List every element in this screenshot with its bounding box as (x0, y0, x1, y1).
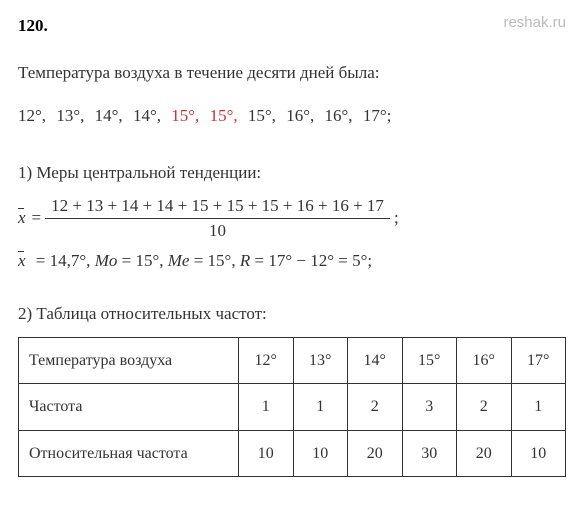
frequency-table: Температура воздуха12°13°14°15°16°17°Час… (18, 337, 566, 477)
table-cell: 13° (293, 338, 348, 384)
row-label: Относительная частота (19, 430, 239, 476)
data-value: 17°; (363, 106, 392, 125)
table-cell: 3 (402, 384, 457, 430)
formula-tail: ; (394, 204, 399, 233)
table-cell: 10 (293, 430, 348, 476)
table-row: Относительная частота101020302010 (19, 430, 566, 476)
table-cell: 2 (457, 384, 512, 430)
r-label: R (240, 251, 250, 270)
data-value: 13°, (56, 106, 88, 125)
table-cell: 30 (402, 430, 457, 476)
equals-sign: = (32, 204, 42, 233)
stats-line: x = 14,7°, Mo = 15°, Me = 15°, R = 17° −… (18, 247, 566, 276)
table-cell: 12° (239, 338, 294, 384)
mo-value: = 15°, (117, 251, 167, 270)
data-values-row: 12°, 13°, 14°, 14°, 15°, 15°, 15°, 16°, … (18, 102, 566, 131)
me-value: = 15°, (189, 251, 239, 270)
numerator: 12 + 13 + 14 + 14 + 15 + 15 + 15 + 16 + … (45, 196, 390, 219)
data-value: 15°, (248, 106, 280, 125)
table-row: Температура воздуха12°13°14°15°16°17° (19, 338, 566, 384)
section1-label: 1) Меры центральной тенденции: (18, 159, 566, 188)
intro-text: Температура воздуха в течение десяти дне… (18, 59, 566, 88)
section2-label: 2) Таблица относительных частот: (18, 300, 566, 329)
data-value: 15°, (171, 106, 203, 125)
table-cell: 14° (348, 338, 403, 384)
mo-label: Mo (95, 251, 118, 270)
table-row: Частота112321 (19, 384, 566, 430)
table-cell: 1 (511, 384, 566, 430)
table-cell: 20 (457, 430, 512, 476)
table-cell: 1 (239, 384, 294, 430)
table-cell: 10 (239, 430, 294, 476)
data-value: 16°, (286, 106, 318, 125)
r-value: = 17° − 12° = 5°; (250, 251, 372, 270)
table-cell: 17° (511, 338, 566, 384)
xbar-result: x (18, 247, 26, 276)
table-cell: 2 (348, 384, 403, 430)
table-cell: 20 (348, 430, 403, 476)
row-label: Частота (19, 384, 239, 430)
data-value: 12°, (18, 106, 50, 125)
xbar-symbol: x (18, 204, 26, 233)
mean-formula: x = 12 + 13 + 14 + 14 + 15 + 15 + 15 + 1… (18, 196, 566, 242)
data-value: 15°, (210, 106, 242, 125)
table-cell: 15° (402, 338, 457, 384)
table-cell: 1 (293, 384, 348, 430)
table-cell: 10 (511, 430, 566, 476)
row-label: Температура воздуха (19, 338, 239, 384)
data-value: 14°, (95, 106, 127, 125)
watermark: reshak.ru (503, 10, 566, 36)
fraction: 12 + 13 + 14 + 14 + 15 + 15 + 15 + 16 + … (45, 196, 390, 242)
table-cell: 16° (457, 338, 512, 384)
data-value: 14°, (133, 106, 165, 125)
denominator: 10 (209, 219, 226, 241)
mean-result: = 14,7°, (32, 251, 95, 270)
data-value: 16°, (325, 106, 357, 125)
title-line: 120. (18, 12, 566, 41)
me-label: Me (168, 251, 190, 270)
problem-number: 120. (18, 16, 48, 35)
